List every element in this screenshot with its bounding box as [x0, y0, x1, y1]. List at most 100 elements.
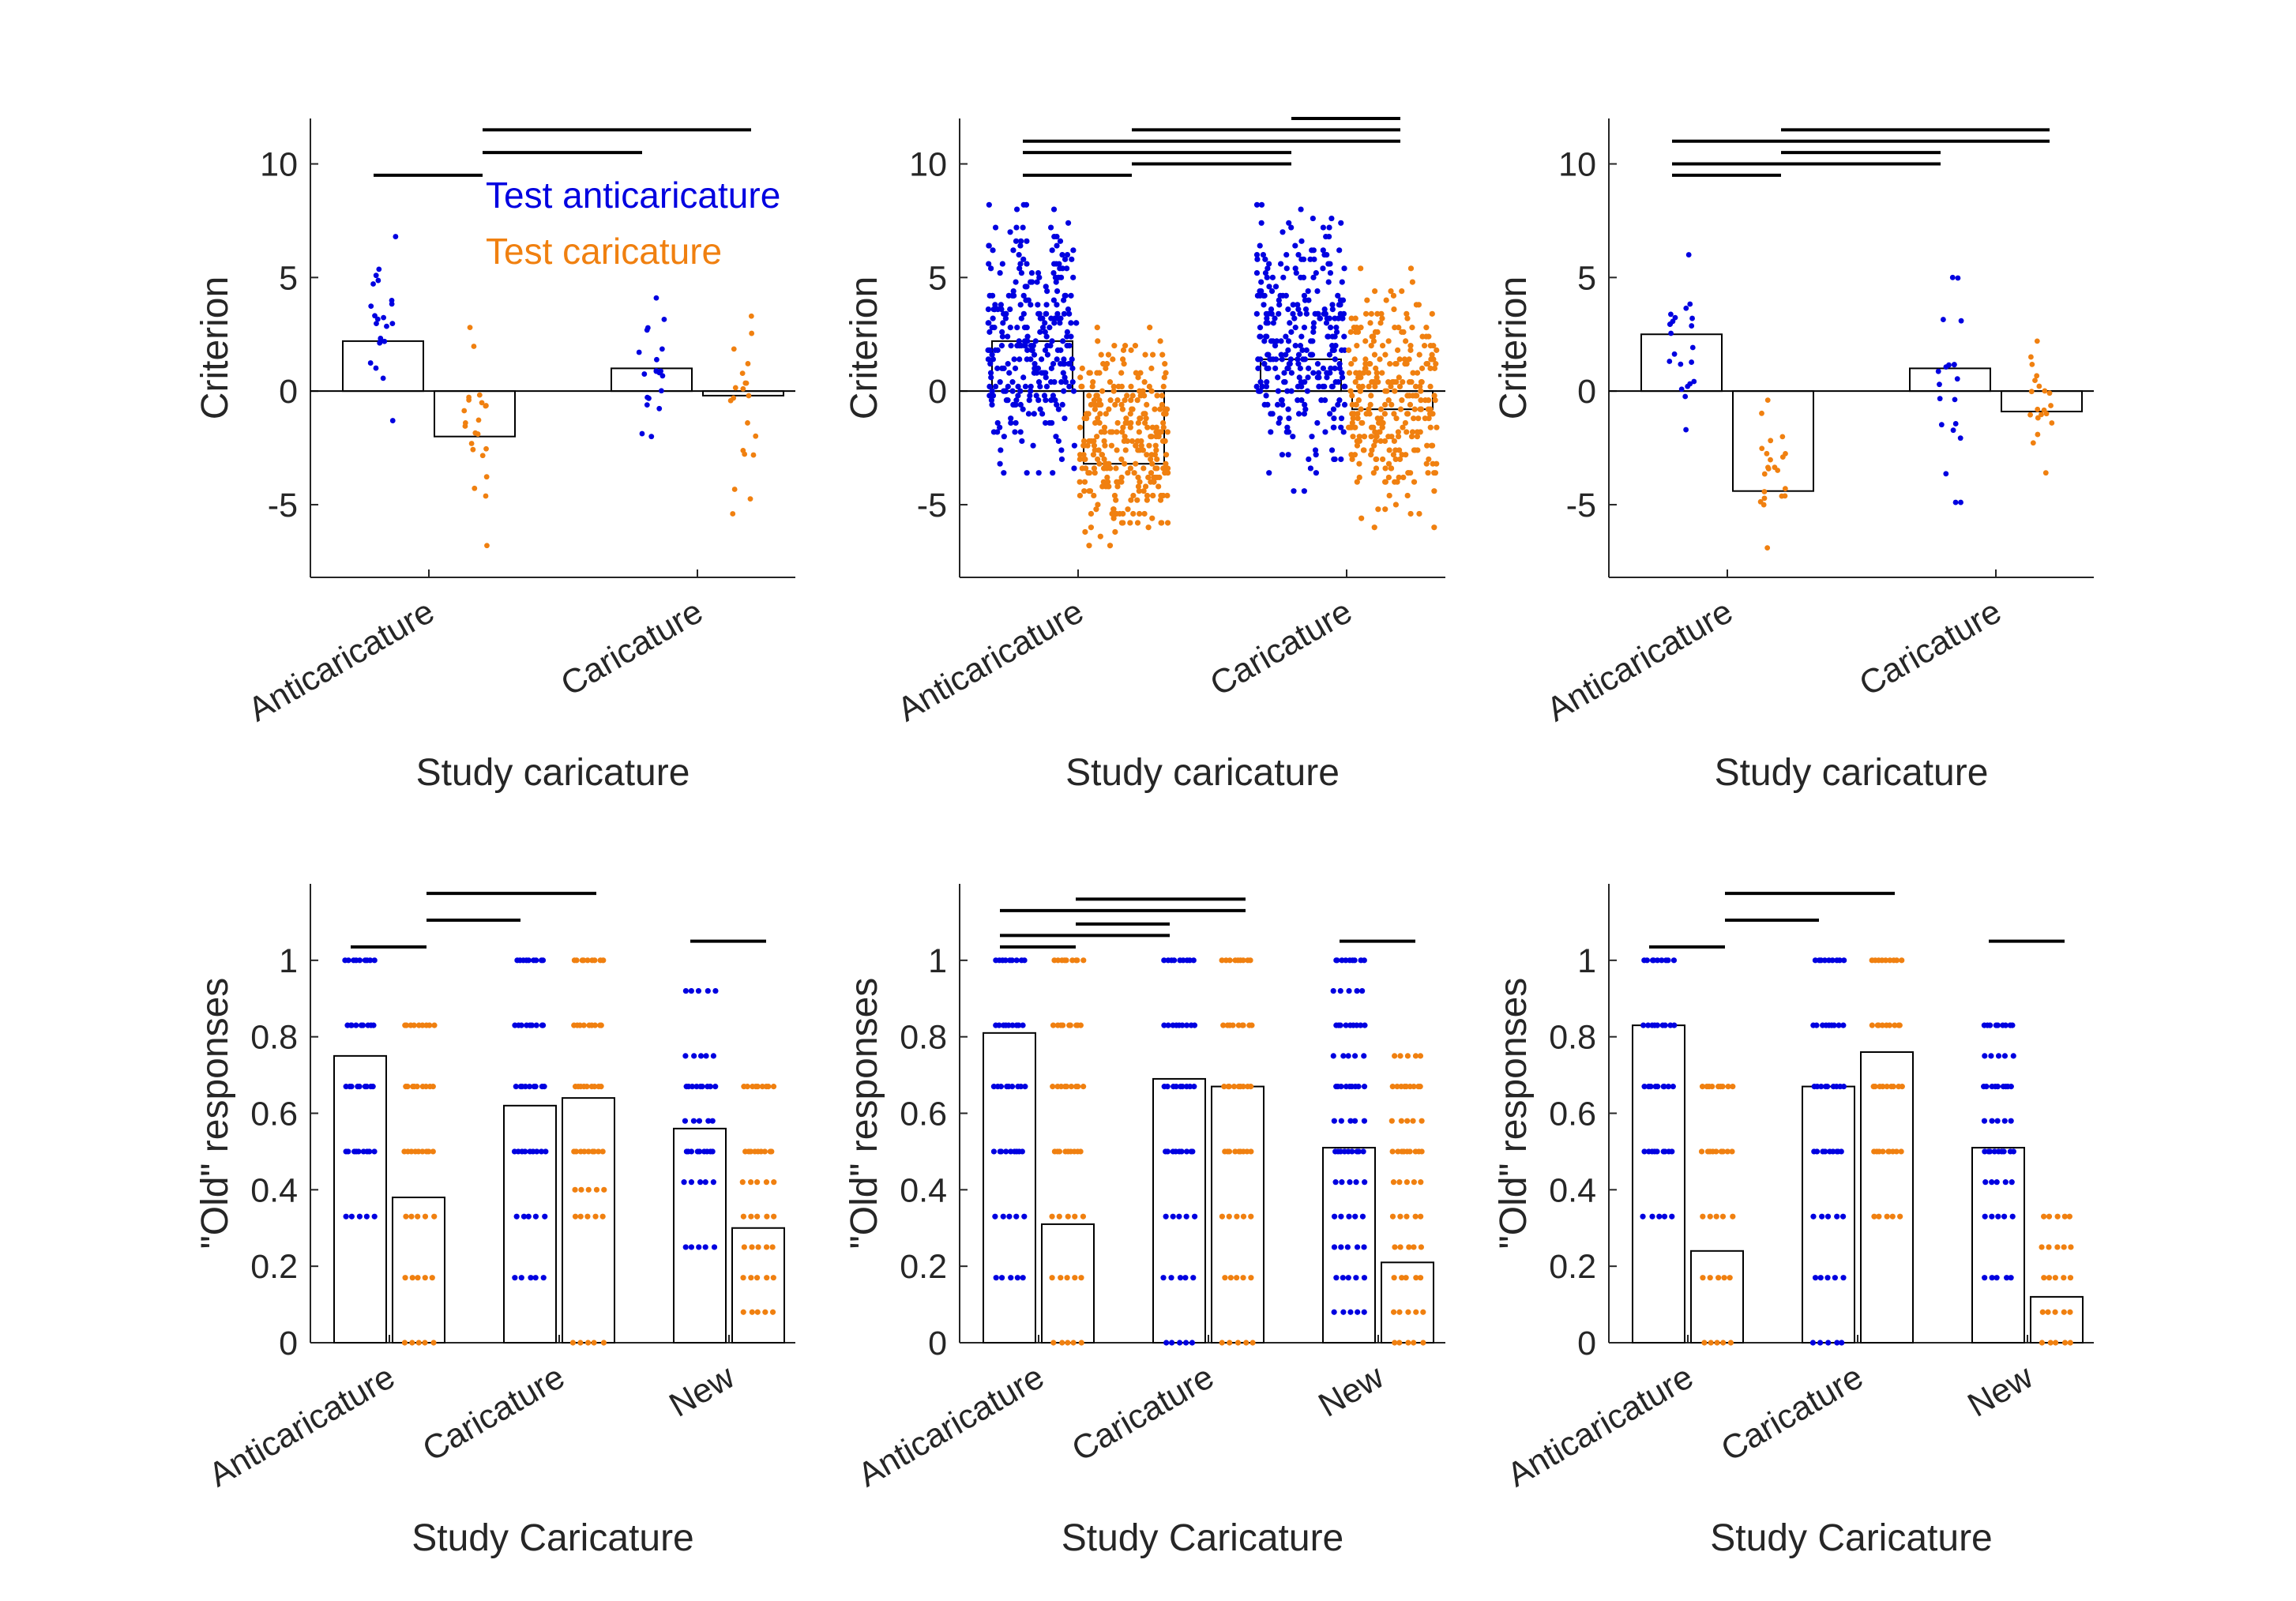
data-point — [1377, 320, 1384, 326]
data-point — [1339, 370, 1345, 376]
data-point — [754, 1213, 761, 1220]
data-point — [1409, 325, 1415, 331]
data-point — [998, 1275, 1005, 1281]
data-point — [1258, 220, 1264, 226]
data-point — [1270, 320, 1276, 326]
data-point — [1361, 957, 1367, 964]
data-point — [1347, 1309, 1354, 1315]
data-point — [431, 1022, 438, 1028]
data-point — [1404, 393, 1411, 399]
data-point — [1113, 497, 1119, 503]
data-point — [1065, 1213, 1071, 1220]
data-point — [986, 320, 992, 326]
data-point — [1081, 488, 1088, 494]
data-point — [1368, 393, 1374, 399]
data-point — [999, 329, 1005, 335]
data-point — [1327, 325, 1334, 331]
data-point — [1386, 492, 1392, 499]
data-point — [1114, 419, 1121, 427]
data-point — [2009, 1179, 2015, 1186]
data-point — [1022, 1084, 1028, 1090]
data-point — [1337, 1148, 1343, 1155]
data-point — [1115, 383, 1122, 389]
data-point — [1331, 415, 1337, 422]
data-point — [1072, 1213, 1078, 1220]
data-point — [1378, 310, 1385, 317]
data-point — [1153, 424, 1159, 430]
data-point — [1840, 1275, 1847, 1281]
data-point — [2008, 1275, 2014, 1281]
data-point — [1351, 356, 1358, 363]
data-point — [1338, 1213, 1344, 1220]
data-point — [525, 957, 532, 964]
data-point — [1352, 315, 1358, 321]
data-point — [1069, 256, 1075, 262]
bar-test_anticaricature-1 — [503, 1104, 557, 1344]
data-point — [1689, 359, 1695, 365]
data-point — [356, 1213, 363, 1220]
data-point — [1330, 424, 1336, 430]
data-point — [1397, 406, 1404, 412]
data-point — [1343, 957, 1349, 964]
data-point — [1879, 1022, 1885, 1028]
data-point — [1431, 524, 1437, 531]
data-point — [1007, 306, 1013, 313]
data-point — [1160, 1275, 1167, 1281]
data-point — [581, 1148, 588, 1155]
data-point — [476, 392, 483, 398]
data-point — [1268, 356, 1274, 363]
data-point — [1102, 442, 1108, 449]
data-point — [1140, 488, 1147, 494]
x-tick-label: New — [1961, 1358, 2039, 1425]
data-point — [381, 338, 388, 344]
data-point — [1070, 247, 1077, 254]
data-point — [1130, 510, 1137, 517]
data-point — [1382, 401, 1388, 408]
data-point — [1125, 470, 1131, 476]
data-point — [1023, 201, 1030, 208]
data-point — [1140, 388, 1146, 394]
data-point — [1361, 447, 1367, 453]
data-point — [1043, 383, 1050, 389]
data-point — [368, 303, 374, 310]
data-point — [1059, 1340, 1065, 1346]
data-point — [601, 1186, 607, 1193]
data-point — [541, 1084, 547, 1090]
data-point — [1149, 515, 1156, 521]
data-point — [1096, 460, 1103, 467]
data-point — [1411, 1084, 1417, 1090]
data-point — [2041, 407, 2047, 413]
x-axis-label: Study Caricature — [1062, 1517, 1344, 1559]
data-point — [1410, 370, 1416, 376]
data-point — [1678, 386, 1685, 393]
data-point — [585, 1148, 592, 1155]
data-point — [988, 265, 994, 272]
data-point — [1339, 347, 1345, 353]
data-point — [1381, 438, 1388, 445]
data-point — [1373, 456, 1379, 463]
data-point — [1163, 370, 1169, 376]
data-point — [994, 419, 1001, 427]
data-point — [1047, 419, 1053, 427]
data-point — [1812, 1275, 1819, 1281]
y-axis-label: Criterion — [194, 276, 236, 419]
data-point — [1154, 465, 1160, 472]
data-point — [994, 347, 1001, 353]
data-point — [1337, 987, 1343, 994]
data-point — [1648, 1084, 1654, 1090]
data-point — [1055, 438, 1062, 445]
data-point — [1333, 329, 1340, 335]
data-point — [1118, 456, 1125, 463]
data-point — [1886, 1022, 1893, 1028]
data-point — [1405, 1309, 1411, 1315]
data-point — [1285, 347, 1291, 353]
data-point — [990, 315, 996, 321]
data-point — [1347, 329, 1354, 335]
data-point — [1157, 338, 1163, 344]
data-point — [1129, 438, 1136, 445]
data-point — [1829, 957, 1836, 964]
data-point — [409, 1275, 415, 1281]
data-point — [1105, 479, 1111, 485]
data-point — [475, 431, 481, 437]
data-point — [696, 1118, 703, 1124]
